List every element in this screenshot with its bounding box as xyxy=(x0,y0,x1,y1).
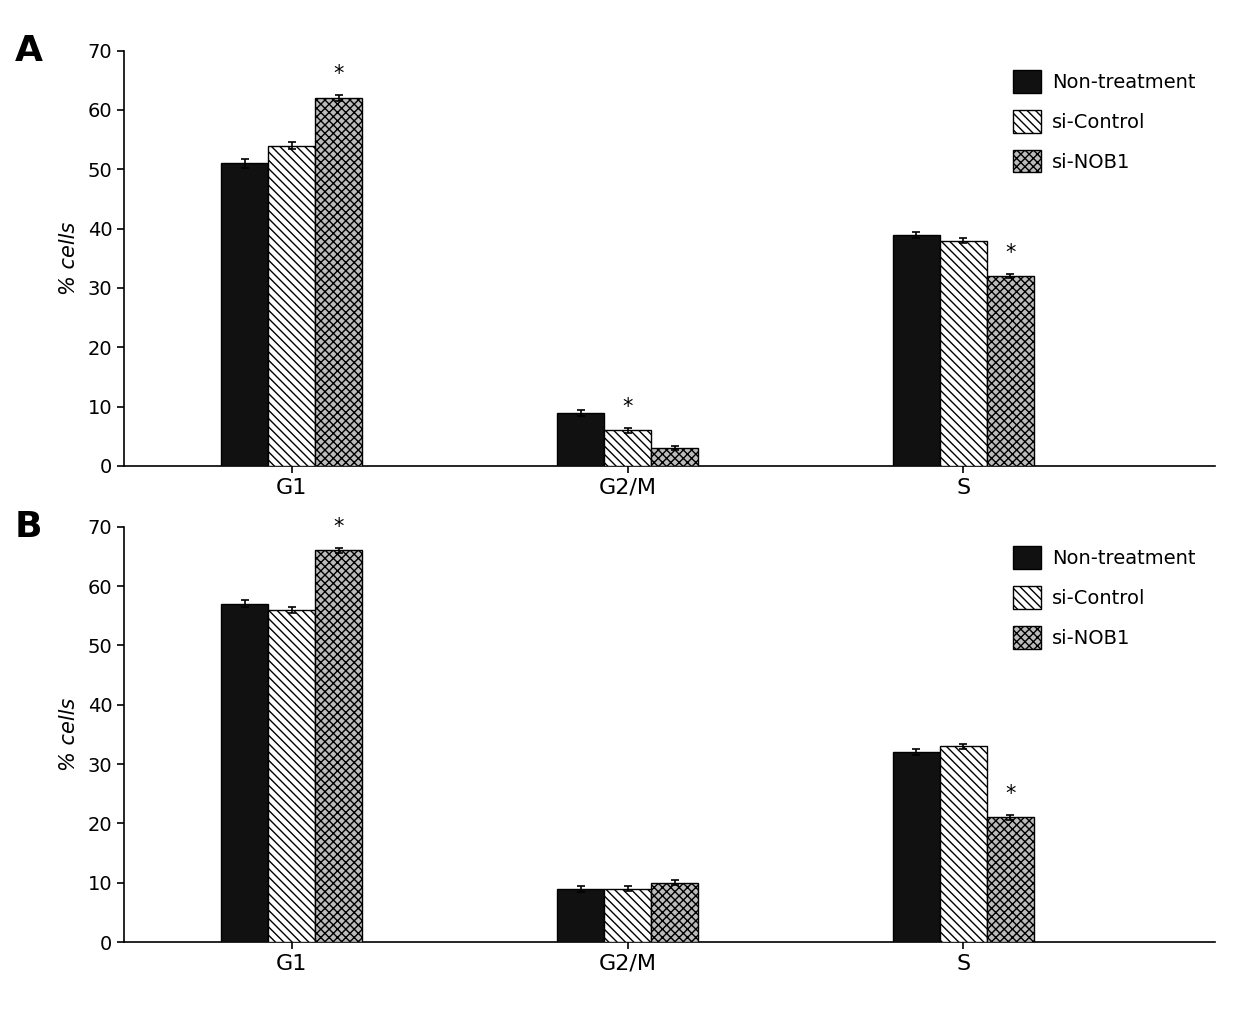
Text: *: * xyxy=(334,65,343,84)
Bar xyxy=(893,753,940,942)
Bar xyxy=(315,98,362,466)
Bar xyxy=(268,610,315,942)
Text: *: * xyxy=(1006,784,1016,804)
Bar xyxy=(557,888,604,942)
Text: *: * xyxy=(334,517,343,537)
Bar xyxy=(557,412,604,466)
Text: *: * xyxy=(622,397,632,417)
Text: A: A xyxy=(15,34,43,68)
Bar xyxy=(651,882,698,942)
Y-axis label: % cells: % cells xyxy=(60,698,79,771)
Bar xyxy=(940,240,987,466)
Bar xyxy=(268,146,315,466)
Bar xyxy=(893,235,940,466)
Text: *: * xyxy=(1006,243,1016,263)
Bar xyxy=(940,747,987,942)
Text: B: B xyxy=(15,511,42,544)
Legend: Non-treatment, si-Control, si-NOB1: Non-treatment, si-Control, si-NOB1 xyxy=(1003,537,1205,658)
Y-axis label: % cells: % cells xyxy=(60,222,79,295)
Bar xyxy=(651,448,698,466)
Bar xyxy=(987,817,1034,942)
Bar xyxy=(987,277,1034,466)
Bar xyxy=(315,550,362,942)
Bar xyxy=(604,888,651,942)
Legend: Non-treatment, si-Control, si-NOB1: Non-treatment, si-Control, si-NOB1 xyxy=(1003,61,1205,182)
Bar xyxy=(222,604,268,942)
Bar xyxy=(222,163,268,466)
Bar xyxy=(604,431,651,466)
